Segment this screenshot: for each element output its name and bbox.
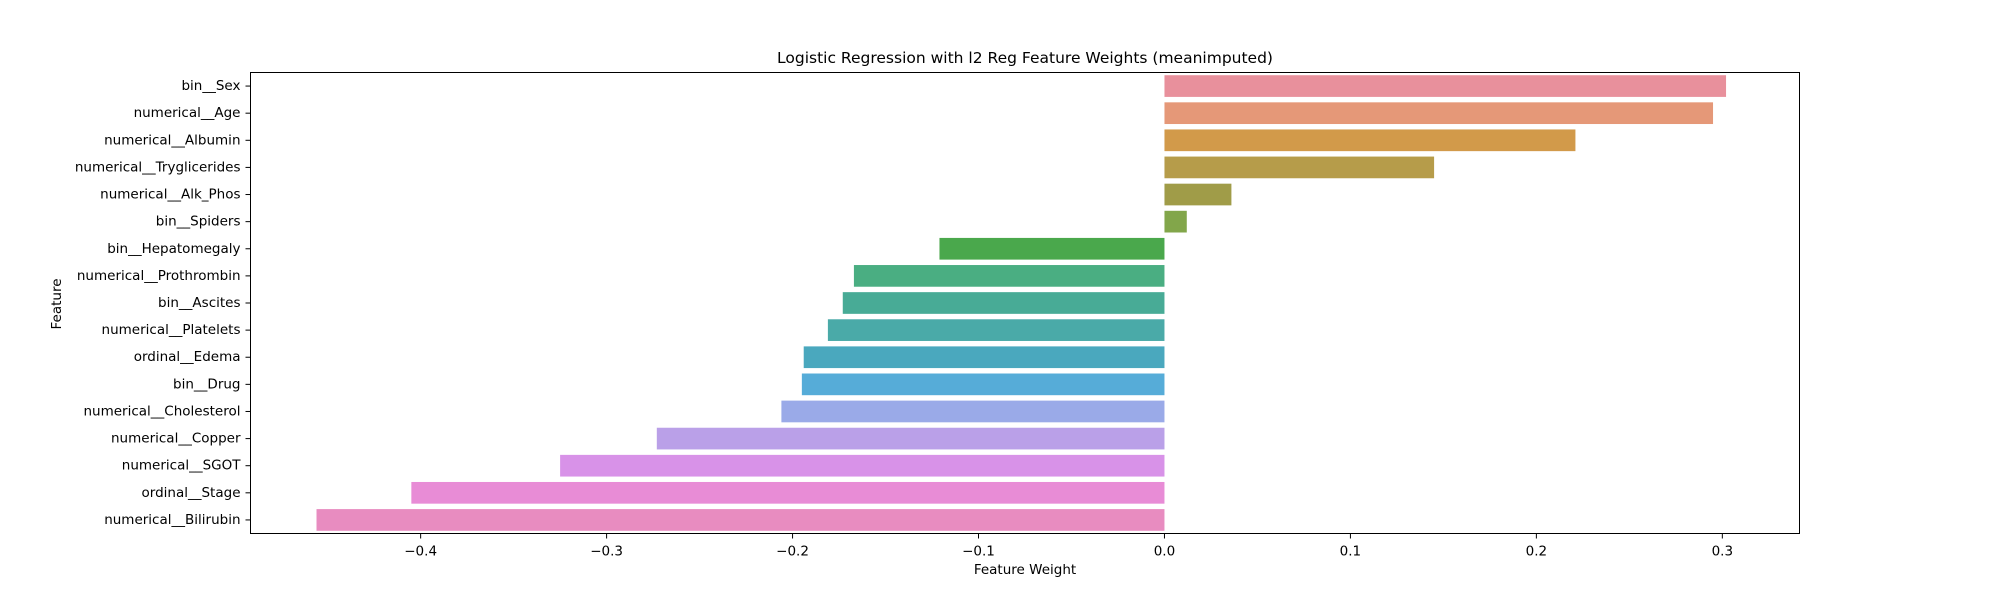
bar-ordinal-edema xyxy=(803,346,1165,369)
x-tick-label: −0.3 xyxy=(590,544,623,560)
y-tick-label: numerical__Cholesterol xyxy=(83,403,240,419)
bars-layer xyxy=(316,75,1727,531)
chart-title: Logistic Regression with l2 Reg Feature … xyxy=(777,49,1273,67)
bar-bin-hepatomegaly xyxy=(939,237,1165,260)
x-tick-label: 0.2 xyxy=(1526,544,1547,560)
y-tick-label: bin__Spiders xyxy=(156,214,241,230)
y-tick-label: numerical__Prothrombin xyxy=(77,268,241,284)
x-tick-label: −0.2 xyxy=(776,544,809,560)
x-tick-label: 0.0 xyxy=(1154,544,1175,560)
bar-bin-ascites xyxy=(842,292,1165,314)
x-tick-label: 0.3 xyxy=(1712,544,1733,560)
y-tick-label: numerical__Copper xyxy=(111,431,241,447)
bar-numerical-bilirubin xyxy=(316,509,1165,531)
y-tick-label: bin__Drug xyxy=(173,376,240,392)
x-tick-label: 0.1 xyxy=(1340,544,1361,560)
y-tick-label: bin__Sex xyxy=(181,78,240,94)
bar-bin-sex xyxy=(1164,75,1727,97)
y-tick-label: numerical__Albumin xyxy=(104,132,240,148)
y-tick-label: numerical__Age xyxy=(134,105,241,121)
y-tick-label: bin__Ascites xyxy=(158,295,240,311)
bar-numerical-copper xyxy=(656,427,1165,450)
y-axis-ticks: bin__Sex numerical__Age numerical__Albumin… xyxy=(75,78,251,528)
bar-numerical-sgot xyxy=(560,454,1165,477)
bar-numerical-alk-phos xyxy=(1164,183,1232,206)
y-tick-label: ordinal__Stage xyxy=(142,485,241,501)
bar-numerical-tryglicerides xyxy=(1164,156,1435,179)
bar-bin-spiders xyxy=(1164,210,1187,233)
bar-numerical-albumin xyxy=(1164,129,1576,152)
y-tick-label: bin__Hepatomegaly xyxy=(107,241,240,257)
bar-ordinal-stage xyxy=(411,481,1165,504)
x-axis-ticks: −0.4 −0.3 −0.2 −0.1 0.0 0.1 0.2 0.3 xyxy=(404,533,1733,560)
y-tick-label: numerical__SGOT xyxy=(122,458,241,474)
y-tick-label: numerical__Tryglicerides xyxy=(75,159,241,175)
bar-bin-drug xyxy=(801,373,1165,396)
x-axis-label: Feature Weight xyxy=(974,562,1076,578)
y-axis-label: Feature xyxy=(49,278,65,329)
bar-numerical-prothrombin xyxy=(853,265,1165,287)
y-tick-label: numerical__Alk_Phos xyxy=(100,187,240,203)
x-tick-label: −0.4 xyxy=(404,544,437,560)
y-tick-label: numerical__Bilirubin xyxy=(104,512,240,528)
y-tick-label: numerical__Platelets xyxy=(102,322,241,338)
bar-numerical-age xyxy=(1164,102,1714,125)
bar-numerical-platelets xyxy=(827,319,1165,341)
y-tick-label: ordinal__Edema xyxy=(134,349,241,365)
x-tick-label: −0.1 xyxy=(962,544,995,560)
bar-numerical-cholesterol xyxy=(781,400,1165,423)
